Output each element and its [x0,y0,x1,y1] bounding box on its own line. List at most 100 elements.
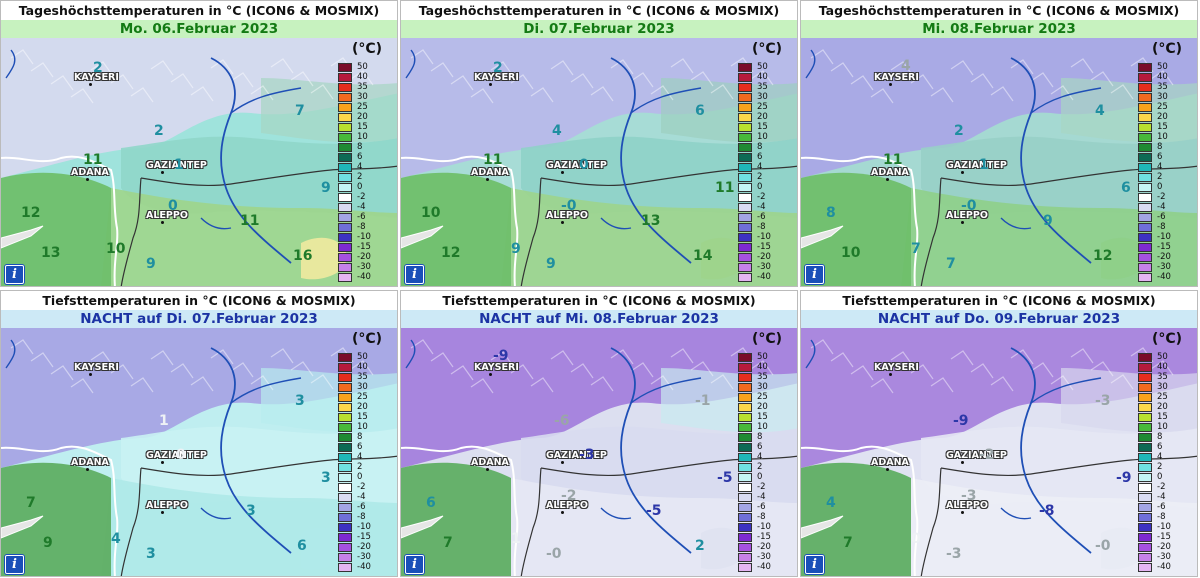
temperature-value: 3 [295,393,305,409]
city-marker [561,221,564,224]
legend-label: 10 [757,132,768,142]
warm-spot-region [1101,527,1147,570]
legend-swatch [338,393,352,402]
legend-label: -20 [757,542,771,552]
city-marker [961,461,964,464]
legend-label: -40 [1157,562,1171,572]
temperature-value: -5 [646,503,662,519]
temperature-map [801,328,1197,576]
unit-label: (°C) [751,41,783,57]
legend-swatch [1138,263,1152,272]
coastline [1,445,119,576]
legend-swatch [738,473,752,482]
info-icon[interactable]: i [805,265,824,284]
legend-swatch [1138,223,1152,232]
temperature-value: 2 [154,123,164,139]
legend-swatch [738,503,752,512]
northern-highlands-region [801,328,1197,468]
legend-swatch [1138,413,1152,422]
temperature-value: -5 [717,470,733,486]
info-icon[interactable]: i [805,555,824,574]
legend-swatch [1138,423,1152,432]
legend-label: -2 [357,482,366,492]
legend-label: -30 [1157,262,1171,272]
city-label-gaziantep: GAZIANTEP [946,160,1007,171]
info-icon[interactable]: i [5,265,24,284]
legend-label: -40 [757,562,771,572]
temperature-value: 1 [511,531,521,547]
panel-date: NACHT auf Mi. 08.Februar 2023 [401,310,797,328]
river [1000,507,1032,520]
legend-swatch [338,203,352,212]
legend-label: -10 [1157,232,1171,242]
legend-swatch [338,473,352,482]
relief-texture [410,339,434,355]
relief-texture [1090,361,1114,377]
cyprus-landmass [1,225,44,249]
legend-label: 40 [1157,72,1168,82]
legend-swatch [1138,133,1152,142]
cyprus-landmass [801,515,844,539]
relief-texture [190,376,214,392]
relief-texture [570,73,594,89]
sea-region [1,462,111,576]
legend-swatch [738,153,752,162]
relief-texture [470,378,494,394]
city-marker [486,178,489,181]
map-panel-5: Tiefsttemperaturen in °C (ICON6 & MOSMIX… [400,290,798,577]
legend-label: 15 [1157,412,1168,422]
info-icon[interactable]: i [405,555,424,574]
relief-texture [490,351,514,367]
legend-label: -8 [757,222,766,232]
relief-texture [170,363,194,379]
coastline [801,445,919,576]
temperature-value: 12 [21,205,41,221]
city-label-gaziantep: GAZIANTEP [546,160,607,171]
city-marker [89,373,92,376]
legend-label: -10 [1157,522,1171,532]
legend-swatch [738,463,752,472]
river [630,87,702,114]
legend-label: 0 [357,472,363,482]
city-label-kayseri: KAYSERI [474,72,519,83]
relief-texture [430,352,454,368]
temperature-value: 7 [26,495,36,511]
legend-label: 20 [357,402,368,412]
legend-label: 2 [757,462,763,472]
legend-label: -6 [1157,212,1166,222]
legend-label: -4 [357,492,366,502]
relief-texture [290,71,314,87]
legend-label: 4 [357,162,363,172]
legend-swatch [738,273,752,282]
river [610,57,692,264]
legend-label: 10 [757,422,768,432]
legend-swatch [738,63,752,72]
legend-label: 40 [357,72,368,82]
legend-swatch [338,513,352,522]
city-label-gaziantep: GAZIANTEP [146,450,207,461]
legend-label: 30 [357,382,368,392]
river [1000,217,1032,230]
temperature-value: 3 [246,503,256,519]
cyprus-landmass [401,515,444,539]
city-marker [89,83,92,86]
city-label-aleppo: ALEPPO [546,500,588,511]
eastern-region [661,78,797,143]
legend-swatch [338,253,352,262]
legend-label: -6 [357,502,366,512]
central-region [121,136,397,218]
relief-texture [630,72,654,88]
legend-label: -4 [757,202,766,212]
city-label-adana: ADANA [71,457,109,468]
relief-texture [210,59,234,75]
temperature-value: 16 [293,248,313,264]
legend-label: -8 [1157,222,1166,232]
info-icon[interactable]: i [5,555,24,574]
legend-swatch [338,133,352,142]
legend-label: 40 [1157,362,1168,372]
eastern-region [261,368,397,433]
legend-swatch [738,203,752,212]
info-icon[interactable]: i [405,265,424,284]
temperature-value: 9 [546,256,556,272]
sea-region [1,172,111,286]
